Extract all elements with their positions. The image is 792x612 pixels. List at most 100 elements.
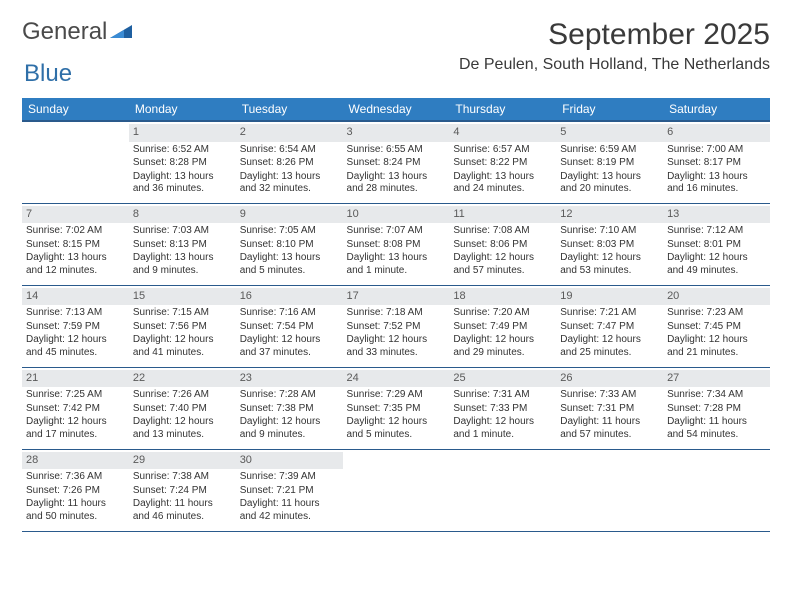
weekday-header: Monday <box>129 98 236 121</box>
day-info: Sunrise: 7:36 AMSunset: 7:26 PMDaylight:… <box>26 471 125 523</box>
daylight-line: Daylight: 12 hours and 29 minutes. <box>453 334 552 359</box>
sunrise-line: Sunrise: 6:59 AM <box>560 144 659 157</box>
calendar-body: 1Sunrise: 6:52 AMSunset: 8:28 PMDaylight… <box>22 121 770 531</box>
daylight-line: Daylight: 11 hours and 42 minutes. <box>240 498 339 523</box>
sunrise-line: Sunrise: 7:21 AM <box>560 307 659 320</box>
day-number: 23 <box>236 370 343 388</box>
calendar-day-cell: 5Sunrise: 6:59 AMSunset: 8:19 PMDaylight… <box>556 121 663 203</box>
day-number: 13 <box>663 206 770 224</box>
calendar-day-cell <box>556 449 663 531</box>
sunrise-line: Sunrise: 7:02 AM <box>26 225 125 238</box>
day-number: 22 <box>129 370 236 388</box>
day-number: 20 <box>663 288 770 306</box>
day-info: Sunrise: 6:52 AMSunset: 8:28 PMDaylight:… <box>133 144 232 196</box>
calendar-week-row: 1Sunrise: 6:52 AMSunset: 8:28 PMDaylight… <box>22 121 770 203</box>
calendar-day-cell: 25Sunrise: 7:31 AMSunset: 7:33 PMDayligh… <box>449 367 556 449</box>
calendar-week-row: 7Sunrise: 7:02 AMSunset: 8:15 PMDaylight… <box>22 203 770 285</box>
day-info: Sunrise: 7:26 AMSunset: 7:40 PMDaylight:… <box>133 389 232 441</box>
location-subtitle: De Peulen, South Holland, The Netherland… <box>459 56 770 74</box>
day-info: Sunrise: 7:34 AMSunset: 7:28 PMDaylight:… <box>667 389 766 441</box>
day-number: 7 <box>22 206 129 224</box>
logo-flag-icon <box>110 23 132 41</box>
daylight-line: Daylight: 13 hours and 12 minutes. <box>26 252 125 277</box>
weekday-header: Wednesday <box>343 98 450 121</box>
sunset-line: Sunset: 7:42 PM <box>26 403 125 416</box>
day-number: 25 <box>449 370 556 388</box>
daylight-line: Daylight: 12 hours and 45 minutes. <box>26 334 125 359</box>
daylight-line: Daylight: 12 hours and 53 minutes. <box>560 252 659 277</box>
sunset-line: Sunset: 7:33 PM <box>453 403 552 416</box>
calendar-day-cell: 23Sunrise: 7:28 AMSunset: 7:38 PMDayligh… <box>236 367 343 449</box>
sunset-line: Sunset: 8:13 PM <box>133 239 232 252</box>
sunset-line: Sunset: 8:01 PM <box>667 239 766 252</box>
daylight-line: Daylight: 13 hours and 1 minute. <box>347 252 446 277</box>
daylight-line: Daylight: 11 hours and 46 minutes. <box>133 498 232 523</box>
sunset-line: Sunset: 8:03 PM <box>560 239 659 252</box>
sunrise-line: Sunrise: 7:07 AM <box>347 225 446 238</box>
calendar-day-cell: 24Sunrise: 7:29 AMSunset: 7:35 PMDayligh… <box>343 367 450 449</box>
day-number: 3 <box>343 124 450 142</box>
daylight-line: Daylight: 13 hours and 20 minutes. <box>560 171 659 196</box>
logo-text-blue: Blue <box>24 60 72 88</box>
calendar-day-cell: 11Sunrise: 7:08 AMSunset: 8:06 PMDayligh… <box>449 203 556 285</box>
calendar-day-cell: 1Sunrise: 6:52 AMSunset: 8:28 PMDaylight… <box>129 121 236 203</box>
day-info: Sunrise: 7:39 AMSunset: 7:21 PMDaylight:… <box>240 471 339 523</box>
day-number: 2 <box>236 124 343 142</box>
day-number: 9 <box>236 206 343 224</box>
calendar-day-cell <box>22 121 129 203</box>
calendar-day-cell: 21Sunrise: 7:25 AMSunset: 7:42 PMDayligh… <box>22 367 129 449</box>
calendar-day-cell: 6Sunrise: 7:00 AMSunset: 8:17 PMDaylight… <box>663 121 770 203</box>
weekday-header: Thursday <box>449 98 556 121</box>
day-number: 11 <box>449 206 556 224</box>
calendar-day-cell: 14Sunrise: 7:13 AMSunset: 7:59 PMDayligh… <box>22 285 129 367</box>
day-info: Sunrise: 7:12 AMSunset: 8:01 PMDaylight:… <box>667 225 766 277</box>
sunset-line: Sunset: 8:19 PM <box>560 157 659 170</box>
day-info: Sunrise: 7:21 AMSunset: 7:47 PMDaylight:… <box>560 307 659 359</box>
calendar-day-cell: 27Sunrise: 7:34 AMSunset: 7:28 PMDayligh… <box>663 367 770 449</box>
day-info: Sunrise: 7:20 AMSunset: 7:49 PMDaylight:… <box>453 307 552 359</box>
sunset-line: Sunset: 7:24 PM <box>133 485 232 498</box>
calendar-day-cell: 22Sunrise: 7:26 AMSunset: 7:40 PMDayligh… <box>129 367 236 449</box>
sunrise-line: Sunrise: 7:31 AM <box>453 389 552 402</box>
day-info: Sunrise: 7:28 AMSunset: 7:38 PMDaylight:… <box>240 389 339 441</box>
weekday-header: Saturday <box>663 98 770 121</box>
sunrise-line: Sunrise: 7:34 AM <box>667 389 766 402</box>
daylight-line: Daylight: 12 hours and 13 minutes. <box>133 416 232 441</box>
day-info: Sunrise: 7:33 AMSunset: 7:31 PMDaylight:… <box>560 389 659 441</box>
day-info: Sunrise: 7:07 AMSunset: 8:08 PMDaylight:… <box>347 225 446 277</box>
title-block: September 2025 De Peulen, South Holland,… <box>459 18 770 74</box>
day-number: 12 <box>556 206 663 224</box>
calendar-week-row: 21Sunrise: 7:25 AMSunset: 7:42 PMDayligh… <box>22 367 770 449</box>
weekday-header: Friday <box>556 98 663 121</box>
daylight-line: Daylight: 13 hours and 9 minutes. <box>133 252 232 277</box>
sunset-line: Sunset: 7:49 PM <box>453 321 552 334</box>
sunrise-line: Sunrise: 7:33 AM <box>560 389 659 402</box>
calendar-day-cell <box>343 449 450 531</box>
sunset-line: Sunset: 8:22 PM <box>453 157 552 170</box>
daylight-line: Daylight: 13 hours and 16 minutes. <box>667 171 766 196</box>
daylight-line: Daylight: 12 hours and 37 minutes. <box>240 334 339 359</box>
sunrise-line: Sunrise: 7:28 AM <box>240 389 339 402</box>
daylight-line: Daylight: 11 hours and 50 minutes. <box>26 498 125 523</box>
day-info: Sunrise: 7:00 AMSunset: 8:17 PMDaylight:… <box>667 144 766 196</box>
calendar-day-cell: 12Sunrise: 7:10 AMSunset: 8:03 PMDayligh… <box>556 203 663 285</box>
sunrise-line: Sunrise: 7:10 AM <box>560 225 659 238</box>
sunset-line: Sunset: 7:56 PM <box>133 321 232 334</box>
weekday-header: Sunday <box>22 98 129 121</box>
day-number: 17 <box>343 288 450 306</box>
daylight-line: Daylight: 12 hours and 5 minutes. <box>347 416 446 441</box>
sunset-line: Sunset: 8:15 PM <box>26 239 125 252</box>
calendar-day-cell: 29Sunrise: 7:38 AMSunset: 7:24 PMDayligh… <box>129 449 236 531</box>
calendar-week-row: 28Sunrise: 7:36 AMSunset: 7:26 PMDayligh… <box>22 449 770 531</box>
sunrise-line: Sunrise: 7:03 AM <box>133 225 232 238</box>
day-info: Sunrise: 7:15 AMSunset: 7:56 PMDaylight:… <box>133 307 232 359</box>
sunset-line: Sunset: 7:21 PM <box>240 485 339 498</box>
calendar-day-cell <box>663 449 770 531</box>
calendar-day-cell: 16Sunrise: 7:16 AMSunset: 7:54 PMDayligh… <box>236 285 343 367</box>
sunset-line: Sunset: 7:35 PM <box>347 403 446 416</box>
logo-text-general: General <box>22 18 107 46</box>
calendar-day-cell: 30Sunrise: 7:39 AMSunset: 7:21 PMDayligh… <box>236 449 343 531</box>
day-info: Sunrise: 7:18 AMSunset: 7:52 PMDaylight:… <box>347 307 446 359</box>
day-info: Sunrise: 7:29 AMSunset: 7:35 PMDaylight:… <box>347 389 446 441</box>
sunrise-line: Sunrise: 7:05 AM <box>240 225 339 238</box>
